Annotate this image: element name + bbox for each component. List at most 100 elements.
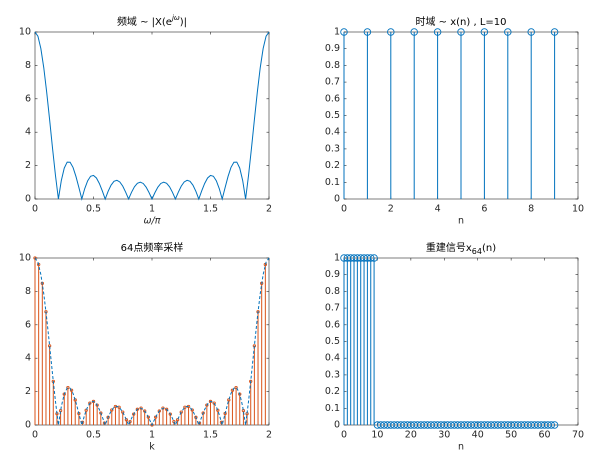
y-tick-label: 4 — [25, 353, 31, 364]
x-tick-label: 2 — [388, 204, 394, 215]
stem-marker — [157, 409, 161, 413]
stem-marker — [457, 28, 465, 36]
x-tick-label: 0 — [341, 430, 347, 441]
x-tick-label: 50 — [505, 430, 517, 441]
stem-marker — [62, 392, 66, 396]
subplot: 时域 ~ x(n) , L=10 n 0 2 4 6 8 10 0 0.1 0.2 0.3 0.4 0.5… — [325, 15, 584, 227]
stem-marker — [164, 407, 169, 411]
y-tick-label: 0.7 — [325, 77, 340, 88]
stem-marker — [154, 415, 158, 419]
title-text: 重建信号x — [426, 241, 472, 254]
chart-title: 64点频率采样 — [121, 241, 184, 254]
x-tick-label: 40 — [472, 430, 484, 441]
stem-marker — [190, 408, 194, 412]
stem-marker — [480, 28, 489, 36]
y-tick-label: 0.7 — [325, 303, 340, 314]
stem-marker — [143, 409, 147, 413]
title-end: (n) — [482, 243, 496, 254]
y-tick-label: 0 — [25, 420, 31, 431]
line — [34, 31, 270, 201]
stem-marker — [84, 408, 88, 412]
y-tick-label: 8 — [25, 286, 31, 297]
title-text: 时域 ~ x(n) , L=10 — [415, 15, 506, 28]
stem-marker — [234, 385, 238, 390]
stem-marker — [168, 412, 172, 416]
stem-marker — [410, 28, 418, 36]
x-tick-label: 4 — [435, 204, 441, 215]
x-axis-label: n — [458, 216, 464, 227]
x-tick-label: 70 — [572, 430, 584, 441]
x-tick-label: 6 — [481, 204, 487, 215]
x-axis-label: ω/π — [144, 216, 161, 227]
stem-marker — [387, 28, 395, 36]
y-tick-label: 0.3 — [325, 143, 340, 154]
y-tick-label: 0.6 — [325, 319, 340, 330]
axes-box — [34, 31, 270, 200]
stem-marker — [527, 28, 535, 36]
y-tick-label: 10 — [19, 27, 31, 38]
x-tick-label: 2 — [266, 204, 272, 215]
x-tick-label: 10 — [572, 204, 584, 215]
stem-marker — [363, 28, 372, 36]
subplot: 重建信号x64(n) n 0 10 20 30 40 50 60 70 0 0.1 0.2 0.3 0.4 0… — [325, 241, 584, 453]
x-tick-label: 2 — [266, 430, 272, 441]
x-tick-label: 1 — [149, 204, 155, 215]
stem-marker — [238, 392, 242, 396]
y-tick-label: 0.1 — [325, 177, 340, 188]
stem-marker — [69, 388, 74, 392]
stem-marker — [205, 403, 209, 407]
axes-box — [343, 257, 579, 426]
y-tick-label: 0.5 — [325, 336, 340, 347]
stem-marker — [110, 408, 114, 412]
axes-box — [34, 257, 270, 426]
x-tick-label: 0 — [32, 204, 38, 215]
x-axis-label: n — [458, 442, 464, 453]
y-tick-label: 0.2 — [325, 160, 340, 171]
y-tick-label: 0.4 — [325, 127, 340, 138]
stem-marker — [139, 406, 143, 410]
subplot: 频域 ~ |X(ejω)| ω/π 0 0.5 1 1.5 2 0 2 4 6 8 10 — [19, 14, 272, 227]
title-superscript: jω — [171, 14, 180, 22]
x-tick-label: 20 — [405, 430, 417, 441]
y-tick-label: 0.9 — [325, 269, 340, 280]
x-axis-label: k — [149, 442, 155, 453]
title-text: 64点频率采样 — [121, 241, 184, 254]
x-tick-label: 0.5 — [86, 430, 101, 441]
stem-marker — [135, 407, 140, 411]
chart-title: 频域 ~ |X(ejω)| — [117, 14, 187, 28]
y-tick-label: 0.4 — [325, 353, 340, 364]
stem-marker — [370, 254, 378, 262]
line — [34, 257, 270, 427]
stem-marker — [550, 421, 559, 429]
y-tick-label: 2 — [25, 386, 31, 397]
stem-marker — [150, 423, 154, 427]
stem-marker — [183, 405, 187, 409]
y-tick-label: 1 — [334, 253, 340, 264]
subplot: 64点频率采样 k 0 0.5 1 1.5 2 0 2 4 6 8 10 — [19, 241, 272, 453]
x-tick-label: 10 — [371, 430, 383, 441]
stem-marker — [340, 28, 348, 36]
stem-marker — [230, 388, 235, 392]
y-tick-label: 0.5 — [325, 110, 340, 121]
x-tick-label: 0 — [341, 204, 347, 215]
y-tick-label: 0.8 — [325, 286, 340, 297]
stem-marker — [216, 408, 220, 412]
y-tick-label: 10 — [19, 253, 31, 264]
x-tick-label: 30 — [438, 430, 450, 441]
title-subscript: 64 — [472, 247, 482, 256]
y-tick-label: 0.9 — [325, 43, 340, 54]
stem-marker — [550, 28, 559, 36]
stem-marker — [179, 410, 183, 414]
chart-title: 时域 ~ x(n) , L=10 — [415, 15, 506, 28]
x-tick-label: 1.5 — [203, 430, 218, 441]
y-tick-label: 0.8 — [325, 60, 340, 71]
y-tick-label: 8 — [25, 60, 31, 71]
y-tick-label: 0.2 — [325, 386, 340, 397]
stem-marker — [433, 28, 442, 36]
x-tick-label: 8 — [528, 204, 534, 215]
y-tick-label: 2 — [25, 160, 31, 171]
y-tick-label: 0.6 — [325, 93, 340, 104]
y-tick-label: 4 — [25, 127, 31, 138]
x-tick-label: 0 — [32, 430, 38, 441]
